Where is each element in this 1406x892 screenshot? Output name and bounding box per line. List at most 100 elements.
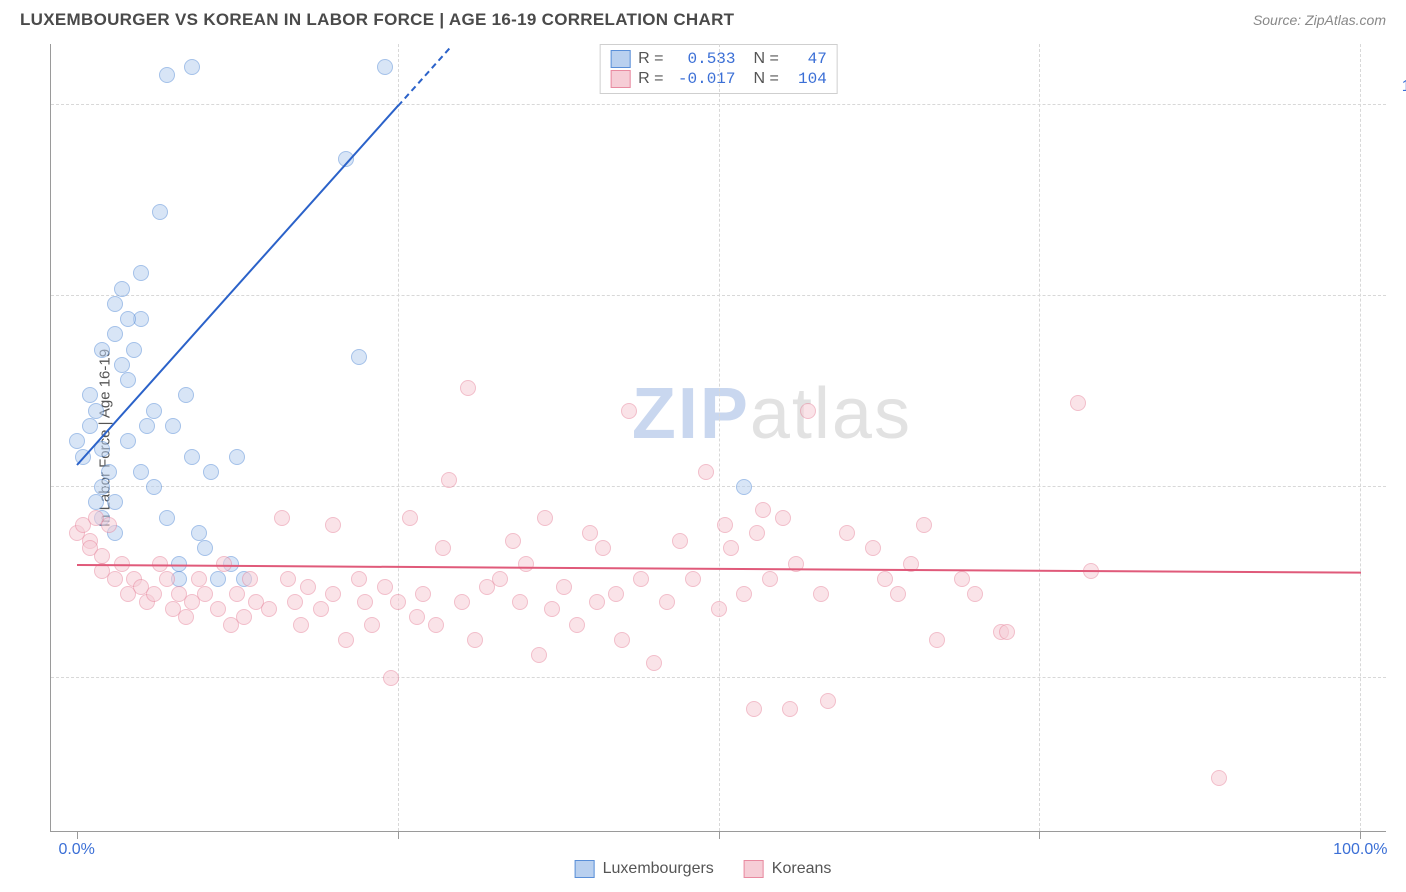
data-point	[88, 494, 104, 510]
data-point	[390, 594, 406, 610]
data-point	[114, 281, 130, 297]
data-point	[120, 433, 136, 449]
data-point	[415, 586, 431, 602]
gridline-v	[398, 44, 399, 831]
data-point	[69, 433, 85, 449]
data-point	[685, 571, 701, 587]
data-point	[94, 548, 110, 564]
data-point	[94, 342, 110, 358]
data-point	[621, 403, 637, 419]
gridline-v	[1360, 44, 1361, 831]
data-point	[749, 525, 765, 541]
legend-swatch	[575, 860, 595, 878]
data-point	[107, 494, 123, 510]
x-tick	[1039, 831, 1040, 839]
data-point	[165, 418, 181, 434]
data-point	[865, 540, 881, 556]
data-point	[184, 59, 200, 75]
y-tick-label: 100.0%	[1396, 78, 1406, 96]
data-point	[556, 579, 572, 595]
data-point	[646, 655, 662, 671]
data-point	[614, 632, 630, 648]
x-tick-label: 100.0%	[1333, 841, 1387, 859]
data-point	[120, 311, 136, 327]
data-point	[300, 579, 316, 595]
data-point	[746, 701, 762, 717]
source-label: Source: ZipAtlas.com	[1253, 12, 1386, 28]
data-point	[820, 693, 836, 709]
data-point	[197, 586, 213, 602]
data-point	[107, 296, 123, 312]
data-point	[595, 540, 611, 556]
watermark-bold: ZIP	[632, 374, 750, 454]
data-point	[711, 601, 727, 617]
data-point	[107, 571, 123, 587]
data-point	[133, 265, 149, 281]
data-point	[197, 540, 213, 556]
r-value: 0.533	[672, 50, 736, 68]
y-tick-label: 50.0%	[1396, 460, 1406, 478]
data-point	[236, 609, 252, 625]
data-point	[357, 594, 373, 610]
data-point	[492, 571, 508, 587]
legend-series-label: Luxembourgers	[603, 860, 714, 878]
data-point	[999, 624, 1015, 640]
y-tick-label: 25.0%	[1396, 651, 1406, 669]
gridline-v	[719, 44, 720, 831]
legend-swatch	[610, 50, 630, 68]
data-point	[325, 517, 341, 533]
data-point	[210, 571, 226, 587]
data-point	[364, 617, 380, 633]
r-label: R =	[638, 70, 663, 88]
data-point	[287, 594, 303, 610]
data-point	[659, 594, 675, 610]
watermark: ZIPatlas	[632, 373, 912, 455]
data-point	[736, 586, 752, 602]
data-point	[351, 571, 367, 587]
scatter-plot: ZIPatlas R =0.533N =47R =-0.017N =104 25…	[50, 44, 1386, 832]
data-point	[409, 609, 425, 625]
data-point	[428, 617, 444, 633]
r-label: R =	[638, 50, 663, 68]
data-point	[293, 617, 309, 633]
data-point	[377, 59, 393, 75]
data-point	[454, 594, 470, 610]
y-tick-label: 75.0%	[1396, 269, 1406, 287]
data-point	[762, 571, 778, 587]
data-point	[582, 525, 598, 541]
n-value: 47	[787, 50, 827, 68]
legend-swatch	[610, 70, 630, 88]
data-point	[351, 349, 367, 365]
x-tick	[77, 831, 78, 839]
legend-series: Luxembourgers Koreans	[575, 860, 832, 878]
trend-line-dash	[397, 48, 450, 107]
title-bar: LUXEMBOURGER VS KOREAN IN LABOR FORCE | …	[0, 0, 1406, 36]
legend-series-label: Koreans	[772, 860, 832, 878]
data-point	[569, 617, 585, 633]
data-point	[216, 556, 232, 572]
data-point	[518, 556, 534, 572]
gridline-v	[1039, 44, 1040, 831]
data-point	[133, 464, 149, 480]
data-point	[967, 586, 983, 602]
data-point	[107, 326, 123, 342]
data-point	[467, 632, 483, 648]
data-point	[191, 525, 207, 541]
data-point	[203, 464, 219, 480]
data-point	[736, 479, 752, 495]
data-point	[229, 586, 245, 602]
data-point	[82, 387, 98, 403]
data-point	[537, 510, 553, 526]
data-point	[698, 464, 714, 480]
data-point	[146, 403, 162, 419]
x-tick-label: 0.0%	[58, 841, 94, 859]
data-point	[101, 464, 117, 480]
data-point	[402, 510, 418, 526]
data-point	[114, 357, 130, 373]
legend-swatch	[744, 860, 764, 878]
x-tick	[1360, 831, 1361, 839]
data-point	[383, 670, 399, 686]
data-point	[460, 380, 476, 396]
data-point	[633, 571, 649, 587]
data-point	[120, 372, 136, 388]
